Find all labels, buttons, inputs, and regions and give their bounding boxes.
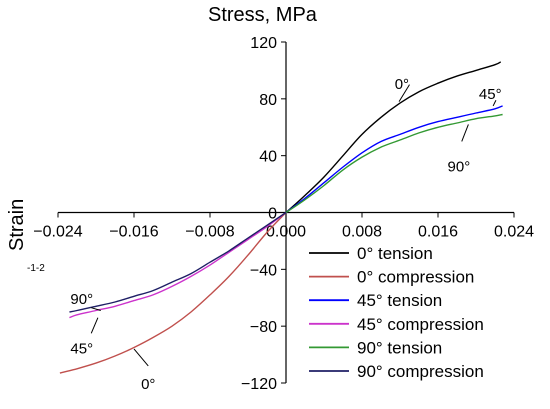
- x-tick-label: 0.008: [342, 224, 382, 241]
- series-line: [69, 211, 287, 319]
- y-tick-label: −80: [250, 319, 277, 336]
- x-tick-label: −0.008: [185, 224, 234, 241]
- leader-line: [90, 317, 99, 334]
- leader-line: [91, 307, 101, 312]
- angle-annotation: 90°: [70, 291, 93, 308]
- legend-item: 90° compression: [357, 362, 484, 381]
- legend-item: 90° tension: [357, 338, 442, 357]
- leader-line: [492, 100, 497, 107]
- series-line: [69, 211, 287, 313]
- series-line: [285, 105, 503, 214]
- y-tick-label: 40: [259, 149, 277, 166]
- series-line: [59, 212, 287, 374]
- leader-line: [398, 84, 410, 102]
- legend-item: 45° compression: [357, 315, 484, 334]
- x-tick-label: 0.000: [266, 224, 306, 241]
- series-line: [285, 113, 503, 214]
- side-note: -1-2: [27, 263, 45, 274]
- legend-item: 0° compression: [357, 268, 474, 287]
- x-tick-label: −0.016: [109, 224, 158, 241]
- angle-annotation: 0°: [395, 76, 409, 93]
- leader-line: [133, 348, 149, 367]
- legend-item: 45° tension: [357, 291, 442, 310]
- x-tick-label: 0.016: [418, 224, 458, 241]
- angle-annotation: 45°: [479, 86, 502, 103]
- angle-annotation: 0°: [141, 376, 155, 393]
- angle-annotation: 90°: [448, 159, 471, 176]
- y-tick-label: 80: [259, 92, 277, 109]
- legend-item: 0° tension: [357, 244, 433, 263]
- y-tick-label: 0: [268, 206, 277, 223]
- y-axis-label: Strain: [6, 198, 28, 251]
- chart-title: Stress, MPa: [208, 4, 317, 26]
- y-tick-label: 120: [250, 35, 277, 52]
- y-tick-label: −120: [241, 376, 277, 393]
- x-tick-label: −0.024: [33, 224, 82, 241]
- angle-annotation: 45°: [70, 340, 93, 357]
- series-line: [285, 61, 502, 214]
- leader-line: [461, 124, 469, 142]
- x-tick-label: 0.024: [494, 224, 534, 241]
- y-tick-label: −40: [250, 262, 277, 279]
